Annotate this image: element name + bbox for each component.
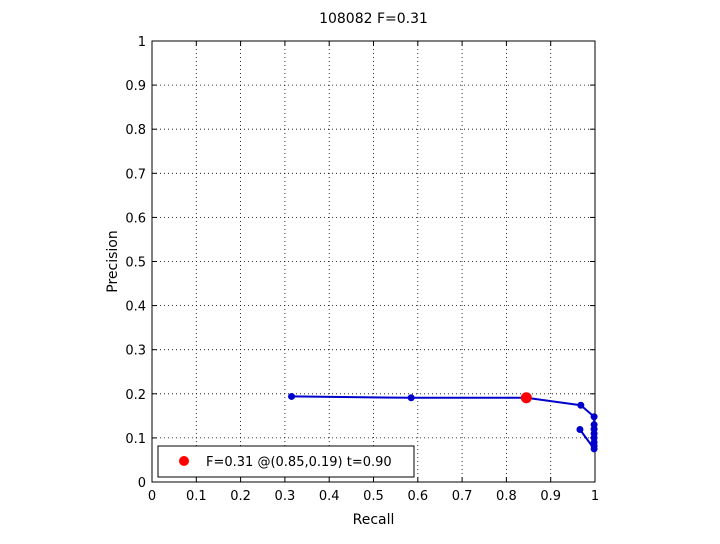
x-axis-title: Recall	[353, 512, 395, 528]
x-tick-label: 0.9	[540, 489, 561, 504]
series-layer	[288, 392, 598, 453]
legend-marker	[179, 456, 189, 466]
series-point	[288, 392, 296, 400]
best-f-point	[520, 392, 532, 404]
x-tick-label: 1	[591, 489, 599, 504]
legend: F=0.31 @(0.85,0.19) t=0.90	[157, 445, 415, 478]
y-tick-label: 0.5	[125, 256, 146, 271]
legend-label: F=0.31 @(0.85,0.19) t=0.90	[206, 455, 392, 470]
y-tick-label: 1	[138, 35, 146, 50]
y-tick-label: 0.6	[125, 211, 146, 226]
y-tick-label: 0.3	[125, 344, 146, 359]
y-tick-label: 0.2	[125, 388, 146, 403]
grid-lines	[152, 41, 595, 482]
x-tick-label: 0.8	[496, 489, 517, 504]
series-point	[576, 426, 584, 434]
x-tick-label: 0.5	[363, 489, 384, 504]
y-tick-label: 0.8	[125, 123, 146, 138]
y-tick-label: 0.9	[125, 79, 146, 94]
plot-area-frame	[151, 40, 596, 483]
x-tick-label: 0.7	[452, 489, 473, 504]
axis-ticks: 0 0.1 0.2 0.3 0.4 0.5 0.6 0.7 0.8 0.9 1 0 0.1 0.2 0.3 0…	[125, 35, 599, 504]
y-tick-label: 0	[138, 476, 146, 491]
legend-box	[157, 445, 415, 478]
y-tick-label: 0.4	[125, 300, 146, 315]
y-axis-title: Precision	[105, 230, 121, 292]
x-tick-label: 0	[148, 489, 156, 504]
x-tick-label: 0.4	[319, 489, 340, 504]
x-tick-label: 0.6	[407, 489, 428, 504]
series-point	[590, 413, 598, 421]
x-tick-label: 0.1	[186, 489, 207, 504]
series-line	[291, 395, 596, 450]
y-tick-label: 0.7	[125, 167, 146, 182]
x-tick-label: 0.2	[230, 489, 251, 504]
x-tick-label: 0.3	[275, 489, 296, 504]
series-point	[577, 401, 585, 409]
series-point	[590, 445, 598, 453]
series-point	[407, 394, 415, 402]
chart-title: 108082 F=0.31	[319, 11, 428, 27]
y-tick-label: 0.1	[125, 432, 146, 447]
